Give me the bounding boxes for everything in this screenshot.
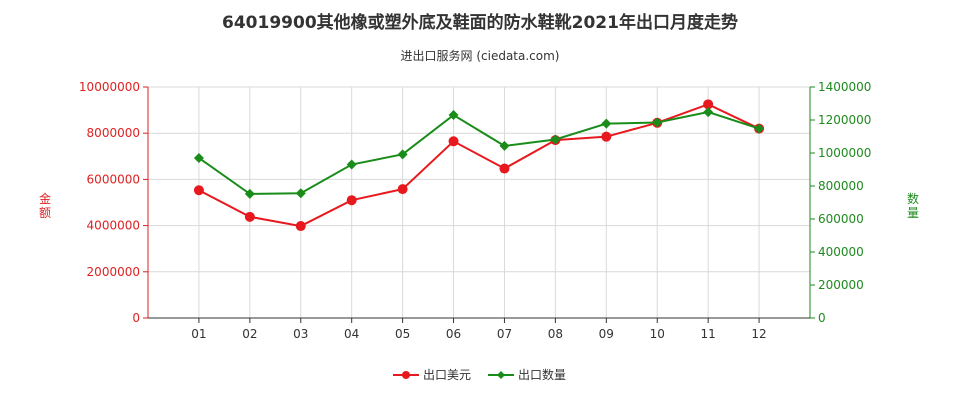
- left-tick-label: 4000000: [87, 219, 140, 233]
- x-tick-label: 02: [242, 327, 257, 341]
- series-point-1: [703, 99, 714, 110]
- x-tick-label: 08: [548, 327, 563, 341]
- series-point-2: [652, 117, 663, 128]
- series-point-1: [601, 131, 612, 142]
- series-point-1: [295, 221, 306, 232]
- x-tick-label: 12: [751, 327, 766, 341]
- series-line-1: [198, 103, 760, 228]
- legend-label-1: 出口美元: [423, 368, 471, 382]
- x-tick-label: 11: [701, 327, 716, 341]
- series-point-2: [703, 107, 714, 118]
- x-tick-label: 01: [191, 327, 206, 341]
- x-tick-label: 10: [650, 327, 665, 341]
- right-tick-label: 800000: [818, 179, 864, 193]
- right-tick-label: 200000: [818, 278, 864, 292]
- right-tick-label: 1200000: [818, 113, 871, 127]
- left-tick-label: 0: [132, 311, 140, 325]
- series-point-2: [244, 188, 255, 199]
- left-tick-label: 2000000: [87, 265, 140, 279]
- legend-marker-2: [497, 371, 505, 379]
- left-tick-label: 8000000: [87, 126, 140, 140]
- series-point-1: [448, 136, 459, 147]
- right-tick-label: 1400000: [818, 80, 871, 94]
- series-point-2: [346, 159, 357, 170]
- x-tick-label: 05: [395, 327, 410, 341]
- series-point-2: [295, 188, 306, 199]
- left-tick-label: 6000000: [87, 172, 140, 186]
- left-tick-label: 10000000: [79, 80, 140, 94]
- legend-marker-1: [402, 371, 410, 379]
- series-point-2: [550, 134, 561, 145]
- legend-label-2: 出口数量: [518, 367, 566, 382]
- x-tick-label: 04: [344, 327, 359, 341]
- series-point-2: [601, 118, 612, 129]
- series-point-1: [193, 185, 204, 196]
- chart-title: 64019900其他橡或塑外底及鞋面的防水鞋靴2021年出口月度走势: [222, 13, 738, 33]
- series-point-1: [346, 195, 357, 206]
- chart-subtitle: 进出口服务网 (ciedata.com): [400, 49, 560, 63]
- series-point-2: [499, 140, 510, 151]
- series-point-2: [754, 123, 765, 134]
- x-tick-label: 09: [599, 327, 614, 341]
- series-point-2: [193, 152, 204, 163]
- series-point-2: [397, 149, 408, 160]
- right-tick-label: 400000: [818, 245, 864, 259]
- right-tick-label: 600000: [818, 212, 864, 226]
- series-point-1: [397, 184, 408, 195]
- right-axis-title: 数量: [907, 191, 919, 220]
- series-point-1: [499, 163, 510, 174]
- series-line-2: [198, 111, 760, 195]
- right-tick-label: 0: [818, 311, 826, 325]
- x-tick-label: 03: [293, 327, 308, 341]
- x-tick-label: 07: [497, 327, 512, 341]
- series-point-2: [448, 110, 459, 121]
- series-point-1: [244, 211, 255, 222]
- x-tick-label: 06: [446, 327, 461, 341]
- right-tick-label: 1000000: [818, 146, 871, 160]
- left-axis-title: 金额: [39, 191, 51, 220]
